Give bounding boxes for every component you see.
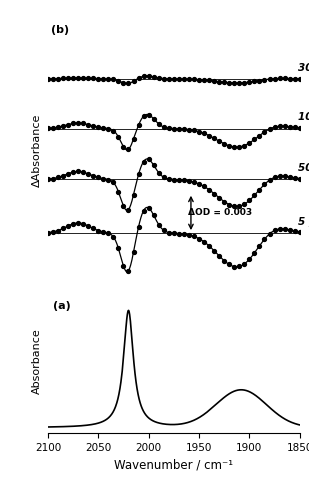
Text: 300 ps: 300 ps: [298, 63, 309, 73]
Text: 100 ps: 100 ps: [298, 113, 309, 123]
Text: 5 ps: 5 ps: [298, 217, 309, 227]
X-axis label: Wavenumber / cm⁻¹: Wavenumber / cm⁻¹: [114, 459, 233, 472]
Text: 50 ps: 50 ps: [298, 163, 309, 173]
Text: ΔOD = 0.003: ΔOD = 0.003: [188, 208, 252, 217]
Y-axis label: ΔAbsorbance: ΔAbsorbance: [32, 114, 42, 187]
Y-axis label: Absorbance: Absorbance: [32, 329, 42, 394]
Text: (b): (b): [51, 25, 69, 35]
Text: (a): (a): [53, 301, 71, 311]
